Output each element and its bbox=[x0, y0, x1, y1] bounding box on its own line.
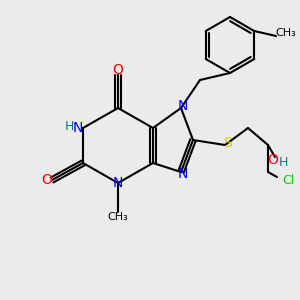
Text: S: S bbox=[223, 136, 231, 150]
Text: N: N bbox=[73, 121, 83, 135]
Text: Cl: Cl bbox=[282, 173, 294, 187]
Text: N: N bbox=[178, 99, 188, 113]
Text: CH₃: CH₃ bbox=[108, 212, 128, 222]
Text: H: H bbox=[278, 155, 288, 169]
Text: N: N bbox=[178, 167, 188, 181]
Text: N: N bbox=[113, 176, 123, 190]
Text: O: O bbox=[42, 173, 52, 187]
Text: O: O bbox=[268, 153, 278, 167]
Text: O: O bbox=[112, 63, 123, 77]
Text: H: H bbox=[64, 119, 74, 133]
Text: CH₃: CH₃ bbox=[276, 28, 296, 38]
